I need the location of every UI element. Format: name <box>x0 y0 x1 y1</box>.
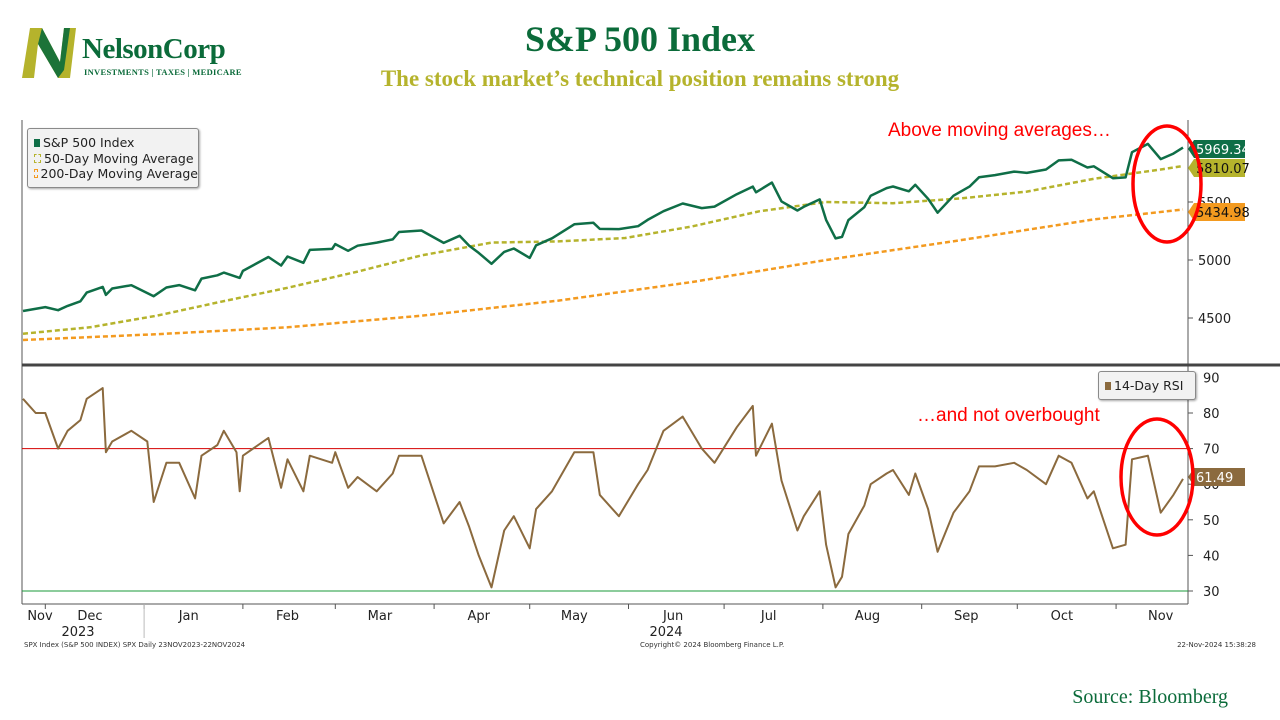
rsi-y-tick-label: 90 <box>1203 371 1220 386</box>
legend-label: S&P 500 Index <box>43 135 135 151</box>
logo-mark-icon <box>22 28 76 78</box>
rsi-y-tick-label: 70 <box>1203 443 1220 458</box>
rsi-y-tick-label: 50 <box>1203 514 1220 529</box>
x-month-label: Nov <box>1148 609 1174 624</box>
highlight-ellipse-rsi <box>1119 417 1195 537</box>
logo-tagline: INVESTMENTS | TAXES | MEDICARE <box>84 67 242 77</box>
x-month-label: Jun <box>662 609 683 624</box>
nelsoncorp-logo: NelsonCorp INVESTMENTS | TAXES | MEDICAR… <box>20 26 242 82</box>
legend-swatch <box>34 169 38 179</box>
chart-subtitle: The stock market’s technical position re… <box>380 66 900 91</box>
footer-right: 22-Nov-2024 15:38:28 <box>1177 641 1256 649</box>
legend-label: 14-Day RSI <box>1114 378 1184 394</box>
x-month-label: Nov <box>27 609 53 624</box>
legend-swatch <box>34 138 40 147</box>
annotation-not-overbought: …and not overbought <box>917 405 1100 426</box>
footer-center: Copyright© 2024 Bloomberg Finance L.P. <box>640 641 785 649</box>
ma200-line <box>22 208 1184 342</box>
last-value-sp500-box <box>1188 140 1245 158</box>
x-month-label: Oct <box>1051 609 1073 624</box>
legend-swatch <box>1105 381 1111 390</box>
legend-rsi: 14-Day RSI <box>1098 371 1196 400</box>
x-year-label: 2024 <box>649 625 682 640</box>
footer-left: SPX Index (S&P 500 INDEX) SPX Daily 23NO… <box>24 641 246 649</box>
ma50-line <box>22 164 1184 335</box>
sp500-line <box>22 142 1184 313</box>
price-y-tick-label: 5000 <box>1198 254 1231 269</box>
chart-title: S&P 500 Index <box>524 19 756 59</box>
x-month-label: Jan <box>178 609 199 624</box>
legend-item: S&P 500 Index <box>28 135 198 151</box>
x-month-label: Dec <box>77 609 102 624</box>
rsi-y-tick-label: 40 <box>1203 549 1220 564</box>
legend-item: 200-Day Moving Average <box>28 166 198 182</box>
x-month-label: Aug <box>855 609 880 624</box>
rsi-y-tick-label: 30 <box>1203 585 1220 600</box>
last-value-ma50: 5810.07 <box>1196 162 1250 177</box>
last-value-ma200: 5434.98 <box>1196 206 1250 221</box>
highlight-ellipse-price <box>1131 124 1203 244</box>
annotation-above-moving-averages: Above moving averages… <box>888 120 1111 141</box>
x-month-label: Apr <box>467 609 490 624</box>
price-y-tick-label: 4500 <box>1198 312 1231 327</box>
legend-price: S&P 500 Index 50-Day Moving Average 200-Da… <box>27 128 199 188</box>
rsi-line <box>22 387 1184 589</box>
last-value-sp500: 5969.34 <box>1196 143 1250 158</box>
legend-swatch <box>34 153 41 163</box>
x-month-label: Sep <box>954 609 979 624</box>
legend-item: 50-Day Moving Average <box>28 151 198 167</box>
legend-label: 50-Day Moving Average <box>44 150 194 166</box>
x-month-label: May <box>561 609 588 624</box>
x-month-label: Mar <box>368 609 393 624</box>
last-value-ma200-box <box>1188 203 1245 221</box>
last-value-ma50-box <box>1188 159 1245 177</box>
last-value-rsi: 61.49 <box>1196 471 1233 486</box>
x-year-label: 2023 <box>61 625 94 640</box>
logo-name: NelsonCorp <box>82 33 226 65</box>
rsi-y-tick-label: 80 <box>1203 407 1220 422</box>
legend-label: 200-Day Moving Average <box>40 166 199 182</box>
last-value-rsi-box <box>1188 468 1245 486</box>
legend-item: 14-Day RSI <box>1099 378 1195 394</box>
x-month-label: Jul <box>760 609 777 624</box>
x-month-label: Feb <box>276 609 299 624</box>
source-note: Source: Bloomberg <box>1072 686 1228 708</box>
